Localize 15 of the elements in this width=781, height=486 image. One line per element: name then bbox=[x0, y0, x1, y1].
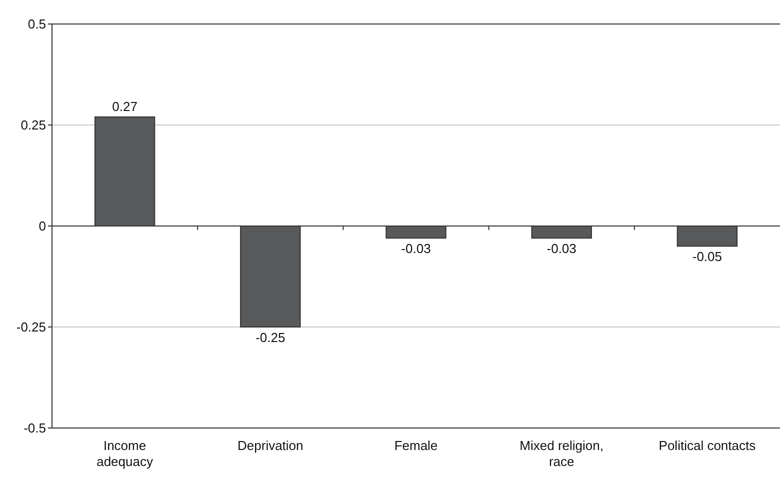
data-label: -0.03 bbox=[546, 241, 576, 256]
data-label: 0.27 bbox=[112, 98, 138, 114]
x-tick-label: Political contacts bbox=[658, 438, 756, 453]
x-tick-label: Deprivation bbox=[238, 438, 304, 453]
x-tick-label: Income adequacy bbox=[96, 438, 154, 469]
x-tick-label: Mixed religion, race bbox=[520, 438, 604, 469]
y-tick-label: -0.25 bbox=[16, 320, 46, 335]
data-label: -0.25 bbox=[256, 330, 286, 345]
data-label: -0.05 bbox=[692, 249, 722, 264]
y-tick-label: 0 bbox=[38, 218, 46, 234]
y-tick-label: 0.5 bbox=[28, 16, 46, 32]
y-tick-label: -0.5 bbox=[24, 420, 46, 436]
x-tick-label: Female bbox=[394, 438, 438, 453]
y-tick-label: 0.25 bbox=[20, 118, 46, 133]
data-label: -0.03 bbox=[401, 241, 431, 256]
